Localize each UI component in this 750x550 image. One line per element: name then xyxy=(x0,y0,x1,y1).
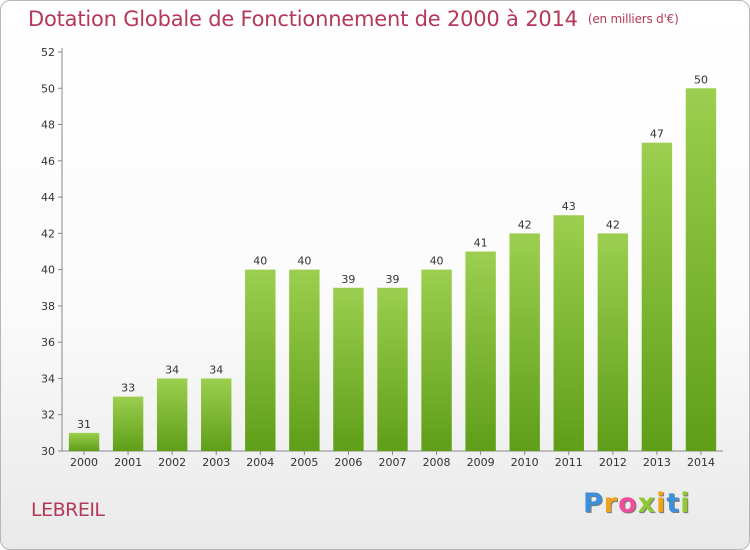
y-tick-label: 46 xyxy=(41,155,55,168)
data-label: 39 xyxy=(386,273,400,286)
place-name: LEBREIL xyxy=(31,499,105,521)
bar xyxy=(201,378,232,451)
data-label: 42 xyxy=(518,218,532,231)
x-tick-label: 2005 xyxy=(290,456,318,469)
y-tick-label: 42 xyxy=(41,227,55,240)
x-tick-label: 2003 xyxy=(202,456,230,469)
chart-title-text: Dotation Globale de Fonctionnement de 20… xyxy=(28,7,578,31)
logo-letter: o xyxy=(618,488,638,519)
data-label: 31 xyxy=(77,418,91,431)
x-tick-label: 2010 xyxy=(511,456,539,469)
data-label: 34 xyxy=(209,363,223,376)
x-tick-label: 2001 xyxy=(114,456,142,469)
bar xyxy=(509,233,540,451)
logo-letter: i xyxy=(680,488,691,519)
x-tick-label: 2006 xyxy=(334,456,362,469)
bar xyxy=(289,269,320,451)
data-label: 33 xyxy=(121,382,135,395)
chart-title: Dotation Globale de Fonctionnement de 20… xyxy=(28,7,679,31)
chart-data-labels: 31 33 34 34 40 40 39 39 40 41 42 43 42 47 50 xyxy=(77,73,708,431)
x-tick-label: 2000 xyxy=(70,456,98,469)
y-tick-label: 36 xyxy=(41,336,55,349)
x-tick-label: 2004 xyxy=(246,456,274,469)
bar xyxy=(685,88,717,451)
bar xyxy=(597,233,629,451)
data-label: 43 xyxy=(562,200,576,213)
y-tick-label: 52 xyxy=(41,46,55,59)
bar xyxy=(112,396,144,451)
y-tick-label: 30 xyxy=(41,445,55,458)
data-label: 47 xyxy=(650,128,664,141)
bar xyxy=(68,432,100,451)
bar xyxy=(553,215,584,451)
bar xyxy=(377,287,408,451)
data-label: 40 xyxy=(297,255,311,268)
bar xyxy=(421,269,452,451)
chart-axes: 30 32 34 36 38 40 42 44 46 48 50 52 2000 2001 2002 2003… xyxy=(41,46,723,469)
x-tick-label: 2008 xyxy=(423,456,451,469)
bar xyxy=(156,378,188,451)
x-tick-label: 2007 xyxy=(379,456,407,469)
x-tick-label: 2009 xyxy=(467,456,495,469)
y-tick-label: 44 xyxy=(41,191,55,204)
chart-bars xyxy=(68,88,717,451)
y-tick-label: 34 xyxy=(41,372,55,385)
bar xyxy=(245,269,276,451)
data-label: 41 xyxy=(474,237,488,250)
x-tick-label: 2014 xyxy=(687,456,715,469)
bar xyxy=(465,251,496,451)
x-tick-label: 2011 xyxy=(555,456,583,469)
y-tick-label: 40 xyxy=(41,264,55,277)
chart-subtitle: (en milliers d'€) xyxy=(587,12,679,26)
proxiti-logo: Proxiti xyxy=(583,488,691,519)
y-tick-label: 32 xyxy=(41,409,55,422)
y-tick-label: 50 xyxy=(41,82,55,95)
y-tick-label: 48 xyxy=(41,119,55,132)
logo-letter: P xyxy=(583,488,604,519)
x-tick-label: 2013 xyxy=(643,456,671,469)
logo-letter: x xyxy=(637,488,657,519)
y-tick-label: 38 xyxy=(41,300,55,313)
x-tick-label: 2002 xyxy=(158,456,186,469)
data-label: 42 xyxy=(606,218,620,231)
logo-letter: t xyxy=(666,488,681,519)
data-label: 50 xyxy=(694,73,708,86)
bar xyxy=(333,287,364,451)
data-label: 39 xyxy=(341,273,355,286)
x-tick-label: 2012 xyxy=(599,456,627,469)
logo-letter: r xyxy=(603,488,619,519)
data-label: 40 xyxy=(430,255,444,268)
logo-letter: i xyxy=(656,488,667,519)
bar xyxy=(641,142,673,451)
data-label: 34 xyxy=(165,363,179,376)
data-label: 40 xyxy=(253,255,267,268)
